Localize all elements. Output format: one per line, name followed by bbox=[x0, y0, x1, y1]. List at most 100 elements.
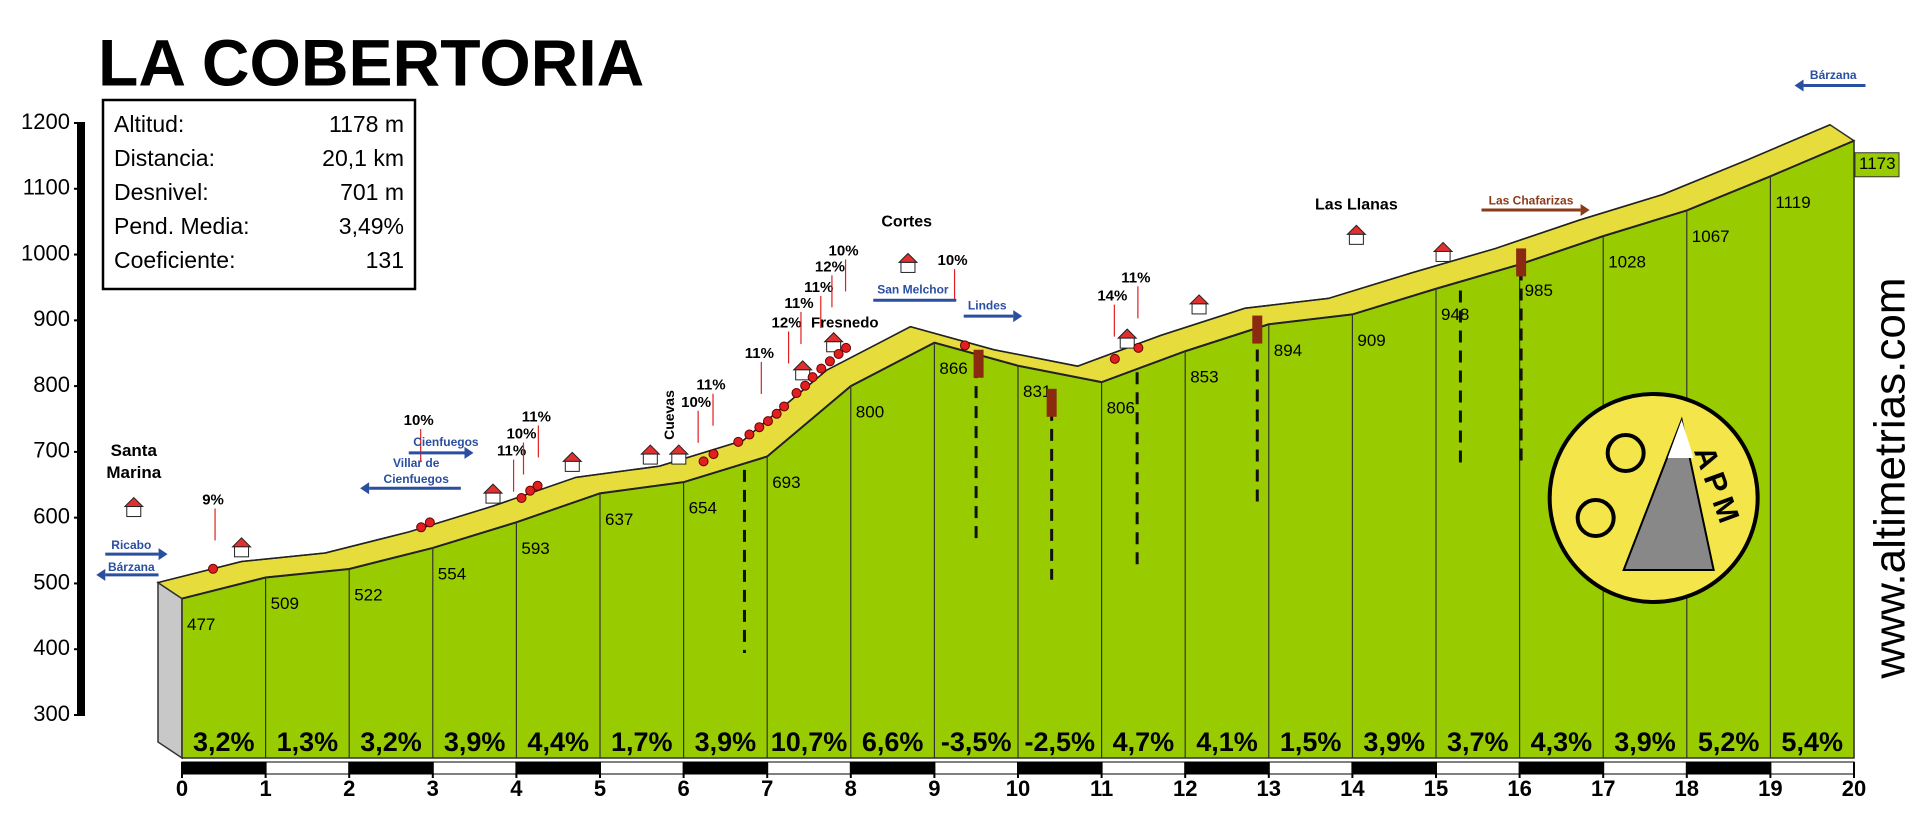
x-axis-segment bbox=[348, 761, 434, 775]
steep-dot bbox=[754, 422, 765, 433]
stat-label: Altitud: bbox=[114, 111, 184, 137]
place-label: Villar de bbox=[393, 456, 440, 470]
x-tick-label: 4 bbox=[510, 776, 523, 801]
x-tick-label: 8 bbox=[845, 776, 857, 801]
house-wall bbox=[234, 546, 250, 558]
steep-dot bbox=[791, 388, 802, 399]
x-tick-label: 15 bbox=[1424, 776, 1448, 801]
elevation-label: 894 bbox=[1274, 341, 1302, 360]
elevation-label: 1067 bbox=[1692, 227, 1730, 246]
house-roof bbox=[1188, 294, 1210, 305]
x-axis-segment bbox=[1351, 761, 1437, 775]
profile-side bbox=[157, 581, 183, 760]
elevation-label: 554 bbox=[438, 564, 466, 583]
x-axis-segment bbox=[1268, 761, 1353, 775]
house-wall bbox=[1435, 250, 1451, 262]
logo-snow bbox=[1667, 420, 1694, 459]
sign-arrowhead bbox=[360, 482, 370, 495]
y-tick-label: 500 bbox=[33, 569, 70, 594]
steep-dot bbox=[800, 380, 811, 391]
house-wall bbox=[642, 453, 658, 465]
gradient-label: 3,9% bbox=[1363, 727, 1425, 757]
house-wall bbox=[1119, 337, 1135, 349]
elevation-label: 477 bbox=[187, 615, 215, 634]
x-tick-label: 3 bbox=[427, 776, 439, 801]
x-tick-label: 20 bbox=[1842, 776, 1866, 801]
house-roof bbox=[1432, 241, 1454, 252]
brown-marker bbox=[973, 349, 984, 378]
house-wall bbox=[795, 369, 811, 381]
brown-marker bbox=[1252, 315, 1263, 344]
gradient-label: 10,7% bbox=[771, 727, 848, 757]
brown-marker bbox=[1046, 388, 1057, 417]
x-axis-segment bbox=[766, 761, 852, 775]
house-roof bbox=[231, 537, 252, 548]
elevation-label: 866 bbox=[939, 359, 967, 378]
x-tick-label: 9 bbox=[928, 776, 940, 801]
gradient-label: 4,7% bbox=[1113, 727, 1175, 757]
steep-dot bbox=[1109, 353, 1120, 364]
stats-box bbox=[101, 98, 417, 291]
steep-dot bbox=[516, 493, 527, 504]
logo-wheel bbox=[1605, 433, 1646, 474]
steep-dot bbox=[424, 517, 435, 528]
place-label: San Melchor bbox=[877, 283, 949, 297]
elevation-label: 806 bbox=[1107, 399, 1135, 418]
stat-label: Pend. Media: bbox=[114, 213, 250, 239]
elevation-label: 1119 bbox=[1775, 193, 1810, 212]
y-tick-label: 1200 bbox=[21, 109, 70, 134]
x-axis-segment bbox=[1519, 761, 1604, 775]
steep-dot bbox=[959, 340, 970, 351]
annotation: 10% bbox=[681, 394, 711, 411]
stat-value: 131 bbox=[366, 247, 404, 273]
elevation-label: 800 bbox=[856, 403, 884, 422]
house-roof bbox=[1117, 328, 1138, 339]
sign-arrowhead bbox=[464, 446, 474, 459]
stat-value: 701 m bbox=[340, 179, 404, 205]
logo-wheel bbox=[1575, 498, 1616, 539]
y-tick-label: 700 bbox=[33, 438, 70, 463]
gradient-label: -3,5% bbox=[941, 727, 1012, 757]
x-tick-label: 16 bbox=[1507, 776, 1531, 801]
elevation-label: 509 bbox=[271, 594, 299, 613]
x-axis-segment bbox=[1769, 761, 1855, 775]
steep-dot bbox=[824, 356, 835, 367]
x-tick-label: 2 bbox=[343, 776, 355, 801]
annotation: 10% bbox=[829, 242, 859, 259]
x-tick-label: 19 bbox=[1758, 776, 1782, 801]
elevation-label: 853 bbox=[1190, 368, 1218, 387]
x-tick-label: 7 bbox=[761, 776, 773, 801]
x-axis-segment bbox=[1101, 761, 1186, 775]
place-label: Las Chafarizas bbox=[1489, 194, 1574, 208]
place-label: Cienfuegos bbox=[384, 472, 450, 486]
house-wall bbox=[126, 506, 142, 518]
gradient-label: 6,6% bbox=[862, 727, 924, 757]
logo-mountain bbox=[1622, 416, 1715, 572]
brown-marker bbox=[1516, 248, 1527, 277]
gradient-label: 3,9% bbox=[444, 727, 506, 757]
steep-dot bbox=[525, 485, 536, 496]
house-wall bbox=[564, 460, 580, 472]
x-axis-segment bbox=[1184, 761, 1270, 775]
steep-dot bbox=[816, 363, 827, 374]
house-roof bbox=[123, 496, 144, 508]
annotation: 11% bbox=[497, 443, 526, 460]
steep-dot bbox=[733, 436, 744, 447]
house-roof bbox=[792, 360, 813, 371]
x-axis-segment bbox=[1017, 761, 1103, 775]
house-roof bbox=[823, 332, 844, 343]
elevation-label: 593 bbox=[521, 539, 549, 558]
house-wall bbox=[826, 341, 842, 353]
house-wall bbox=[671, 453, 687, 465]
profile-road-edge bbox=[157, 124, 1831, 584]
gradient-label: 3,7% bbox=[1447, 727, 1509, 757]
stat-value: 20,1 km bbox=[322, 145, 404, 171]
annotation: 11% bbox=[696, 377, 725, 394]
gradient-label: 5,4% bbox=[1781, 727, 1843, 757]
chart-title: LA COBERTORIA bbox=[98, 25, 644, 99]
annotation: 11% bbox=[804, 279, 833, 296]
annotation: 9% bbox=[202, 491, 224, 508]
y-tick-label: 1000 bbox=[21, 240, 70, 265]
elevation-label: 909 bbox=[1357, 331, 1385, 350]
x-tick-label: 12 bbox=[1173, 776, 1197, 801]
